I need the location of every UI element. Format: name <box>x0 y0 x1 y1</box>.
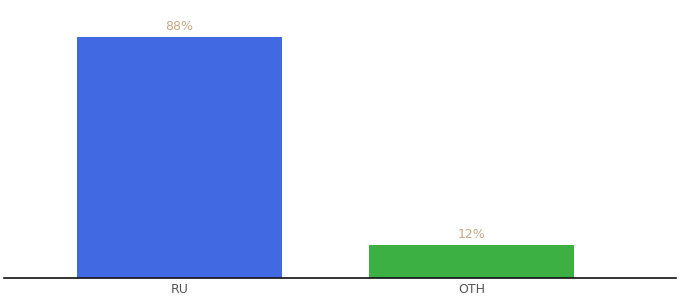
Bar <box>77 37 282 278</box>
Text: 12%: 12% <box>458 228 486 241</box>
Bar <box>369 245 574 278</box>
Text: 88%: 88% <box>165 20 193 33</box>
